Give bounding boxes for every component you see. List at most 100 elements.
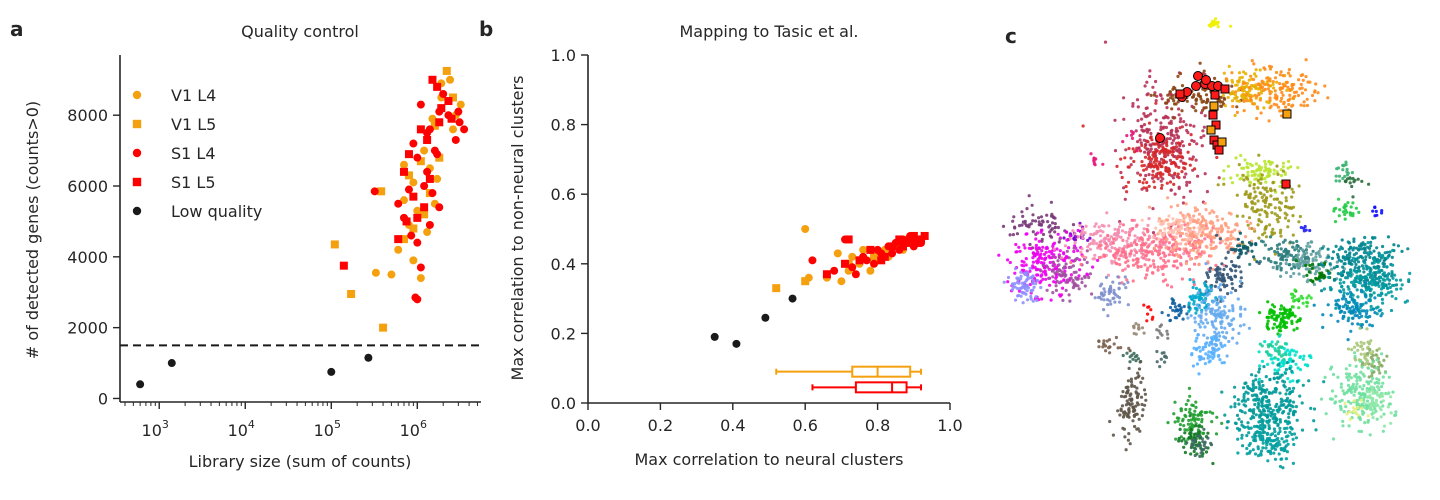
embedding-cell <box>1166 313 1170 317</box>
embedding-cell <box>1204 352 1208 356</box>
embedding-cell <box>1159 175 1163 179</box>
embedding-cell <box>1340 297 1345 301</box>
embedding-cell <box>1199 234 1203 238</box>
embedding-cell <box>1400 249 1404 253</box>
embedding-cell <box>1344 160 1348 164</box>
embedding-cell <box>1296 93 1301 98</box>
embedding-cell <box>1148 74 1152 79</box>
embedding-cell <box>1119 170 1123 175</box>
embedding-cell <box>1229 212 1233 216</box>
embedding-cell <box>1358 269 1362 273</box>
embedding-cell <box>1235 110 1239 114</box>
embedding-cell <box>1152 262 1156 266</box>
highlighted-cell <box>1155 133 1165 143</box>
embedding-cell <box>1122 186 1126 190</box>
embedding-cell <box>1014 242 1018 247</box>
embedding-cell <box>1264 440 1268 444</box>
embedding-cell <box>1320 289 1324 293</box>
embedding-cell <box>1285 439 1289 443</box>
embedding-cell <box>1390 270 1394 274</box>
embedding-cell <box>1293 265 1297 269</box>
embedding-cell <box>1202 357 1206 361</box>
embedding-cell <box>1265 403 1269 407</box>
embedding-cell <box>1225 272 1230 277</box>
embedding-cell <box>1265 350 1269 354</box>
legend-label-low-quality: Low quality <box>171 202 262 221</box>
embedding-cell <box>1218 288 1223 292</box>
embedding-cell <box>1166 93 1170 97</box>
embedding-cell <box>1341 265 1345 269</box>
embedding-cell <box>1349 388 1353 392</box>
embedding-cell <box>1259 181 1263 185</box>
embedding-cell <box>1362 266 1366 271</box>
embedding-cell <box>1110 246 1114 250</box>
embedding-cell <box>1332 266 1336 270</box>
embedding-cell <box>1039 269 1043 273</box>
embedding-cell <box>1362 270 1366 274</box>
embedding-cell <box>1203 172 1207 176</box>
embedding-cell <box>1252 84 1256 89</box>
data-point-s1-l4 <box>439 89 448 98</box>
embedding-cell <box>1380 268 1384 273</box>
embedding-cell <box>1140 326 1145 330</box>
embedding-cell <box>1148 149 1152 153</box>
embedding-cell <box>1358 395 1362 399</box>
embedding-cell <box>1032 285 1036 289</box>
embedding-cell <box>1178 427 1182 431</box>
data-point-s1-l5 <box>920 231 929 240</box>
embedding-cell <box>1107 224 1111 228</box>
embedding-cell <box>1151 164 1155 168</box>
embedding-cell <box>1371 416 1375 420</box>
embedding-cell <box>1222 71 1226 75</box>
embedding-cell <box>1167 214 1171 218</box>
embedding-cell <box>1180 170 1184 174</box>
embedding-cell <box>1176 74 1180 78</box>
embedding-cell <box>1166 153 1170 157</box>
embedding-cell <box>1146 147 1150 151</box>
data-point-s1-l5 <box>444 97 453 106</box>
data-point-v1-l5 <box>379 323 388 332</box>
embedding-cell <box>1299 256 1304 260</box>
embedding-cell <box>1273 430 1277 434</box>
embedding-cell <box>1281 399 1285 403</box>
embedding-cell <box>1194 311 1198 315</box>
embedding-cell <box>1198 95 1203 99</box>
embedding-cell <box>1333 278 1337 282</box>
embedding-cell <box>1204 219 1208 223</box>
embedding-cell <box>1372 411 1376 415</box>
embedding-cell <box>1284 325 1289 329</box>
embedding-cell <box>1272 446 1276 450</box>
embedding-cell <box>1272 312 1276 317</box>
embedding-cell <box>1244 235 1248 239</box>
embedding-cell <box>1168 180 1173 184</box>
embedding-cell <box>1022 268 1026 272</box>
embedding-cell <box>1149 147 1153 151</box>
embedding-cell <box>1198 325 1202 329</box>
embedding-cell <box>1317 250 1321 254</box>
embedding-cell <box>1209 288 1214 292</box>
embedding-cell <box>1255 430 1259 434</box>
embedding-cell <box>1327 275 1331 279</box>
embedding-cell <box>1245 165 1249 169</box>
embedding-cell <box>1108 351 1112 355</box>
embedding-cell <box>1381 244 1385 249</box>
embedding-cell <box>1379 314 1383 318</box>
embedding-cell <box>1225 316 1229 320</box>
embedding-cell <box>1157 245 1161 249</box>
embedding-cell <box>1134 322 1138 326</box>
embedding-cell <box>1307 270 1311 274</box>
embedding-cell <box>1242 386 1246 390</box>
embedding-cell <box>1220 262 1224 266</box>
embedding-cell <box>1345 210 1349 214</box>
embedding-cell <box>1278 391 1282 395</box>
embedding-cell <box>1042 252 1047 256</box>
embedding-cell <box>1208 266 1213 270</box>
embedding-cell <box>1168 137 1172 141</box>
embedding-cell <box>1273 212 1277 216</box>
embedding-cell <box>1199 316 1203 320</box>
data-point-s1-l5 <box>394 235 403 244</box>
embedding-cell <box>1287 387 1292 391</box>
embedding-cell <box>1150 240 1154 244</box>
